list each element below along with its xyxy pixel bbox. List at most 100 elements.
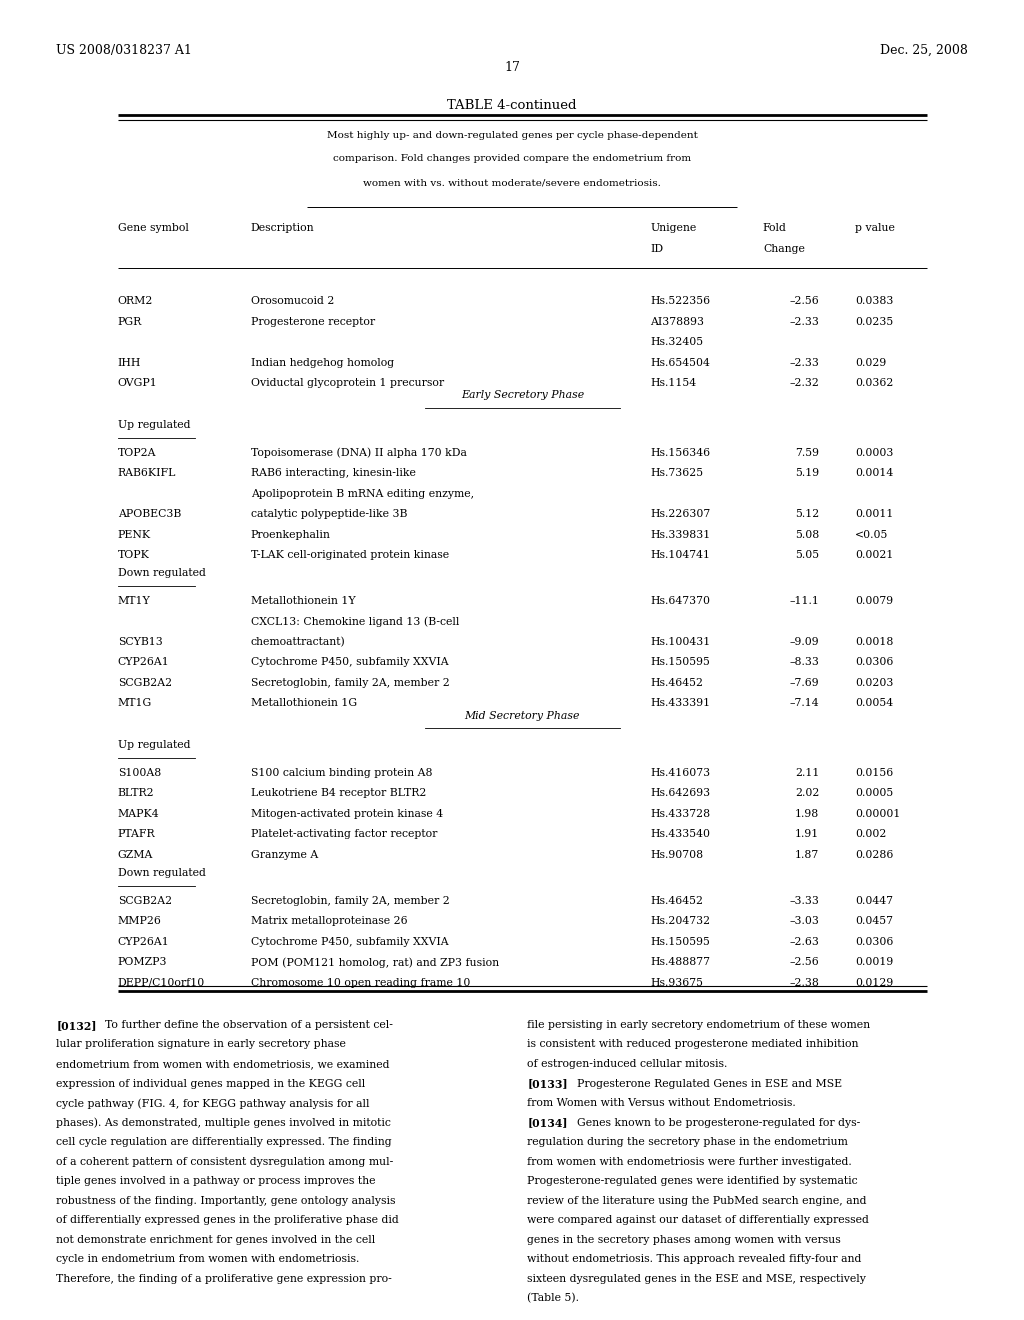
Text: Hs.150595: Hs.150595 (650, 657, 710, 668)
Text: BLTR2: BLTR2 (118, 788, 155, 799)
Text: –2.56: –2.56 (790, 297, 819, 306)
Text: Progesterone-regulated genes were identified by systematic: Progesterone-regulated genes were identi… (527, 1176, 858, 1187)
Text: SCGB2A2: SCGB2A2 (118, 896, 172, 906)
Text: Unigene: Unigene (650, 223, 696, 234)
Text: Leukotriene B4 receptor BLTR2: Leukotriene B4 receptor BLTR2 (251, 788, 426, 799)
Text: T-LAK cell-originated protein kinase: T-LAK cell-originated protein kinase (251, 550, 449, 560)
Text: 0.0014: 0.0014 (855, 469, 893, 478)
Text: TABLE 4-continued: TABLE 4-continued (447, 99, 577, 112)
Text: Hs.46452: Hs.46452 (650, 678, 703, 688)
Text: Hs.46452: Hs.46452 (650, 896, 703, 906)
Text: –2.32: –2.32 (790, 378, 819, 388)
Text: Hs.654504: Hs.654504 (650, 358, 710, 368)
Text: 0.0286: 0.0286 (855, 850, 893, 859)
Text: 0.0457: 0.0457 (855, 916, 893, 927)
Text: regulation during the secretory phase in the endometrium: regulation during the secretory phase in… (527, 1137, 848, 1147)
Text: –2.56: –2.56 (790, 957, 819, 968)
Text: 1.91: 1.91 (795, 829, 819, 840)
Text: Secretoglobin, family 2A, member 2: Secretoglobin, family 2A, member 2 (251, 896, 450, 906)
Text: –2.33: –2.33 (790, 317, 819, 327)
Text: Hs.156346: Hs.156346 (650, 447, 711, 458)
Text: 5.05: 5.05 (795, 550, 819, 560)
Text: PTAFR: PTAFR (118, 829, 156, 840)
Text: CXCL13: Chemokine ligand 13 (B-cell: CXCL13: Chemokine ligand 13 (B-cell (251, 616, 459, 627)
Text: SCYB13: SCYB13 (118, 638, 163, 647)
Text: PGR: PGR (118, 317, 142, 327)
Text: Cytochrome P450, subfamily XXVIA: Cytochrome P450, subfamily XXVIA (251, 657, 449, 668)
Text: 0.0079: 0.0079 (855, 597, 893, 606)
Text: robustness of the finding. Importantly, gene ontology analysis: robustness of the finding. Importantly, … (56, 1196, 396, 1205)
Text: Proenkephalin: Proenkephalin (251, 529, 331, 540)
Text: 0.0383: 0.0383 (855, 297, 893, 306)
Text: 2.11: 2.11 (795, 768, 819, 777)
Text: Hs.90708: Hs.90708 (650, 850, 703, 859)
Text: of a coherent pattern of consistent dysregulation among mul-: of a coherent pattern of consistent dysr… (56, 1156, 393, 1167)
Text: 0.0003: 0.0003 (855, 447, 893, 458)
Text: Hs.647370: Hs.647370 (650, 597, 711, 606)
Text: Dec. 25, 2008: Dec. 25, 2008 (880, 44, 968, 57)
Text: Down regulated: Down regulated (118, 569, 206, 578)
Text: Hs.339831: Hs.339831 (650, 529, 711, 540)
Text: Granzyme A: Granzyme A (251, 850, 318, 859)
Text: not demonstrate enrichment for genes involved in the cell: not demonstrate enrichment for genes inv… (56, 1234, 376, 1245)
Text: 0.0362: 0.0362 (855, 378, 893, 388)
Text: women with vs. without moderate/severe endometriosis.: women with vs. without moderate/severe e… (364, 178, 660, 187)
Text: 0.0018: 0.0018 (855, 638, 893, 647)
Text: 0.0021: 0.0021 (855, 550, 893, 560)
Text: cell cycle regulation are differentially expressed. The finding: cell cycle regulation are differentially… (56, 1137, 392, 1147)
Text: Hs.522356: Hs.522356 (650, 297, 711, 306)
Text: –7.14: –7.14 (790, 698, 819, 709)
Text: S100A8: S100A8 (118, 768, 161, 777)
Text: 0.0306: 0.0306 (855, 937, 893, 946)
Text: MT1Y: MT1Y (118, 597, 151, 606)
Text: Hs.204732: Hs.204732 (650, 916, 711, 927)
Text: DEPP/C10orf10: DEPP/C10orf10 (118, 978, 205, 987)
Text: –3.33: –3.33 (790, 896, 819, 906)
Text: 5.12: 5.12 (795, 510, 819, 519)
Text: genes in the secretory phases among women with versus: genes in the secretory phases among wome… (527, 1234, 841, 1245)
Text: sixteen dysregulated genes in the ESE and MSE, respectively: sixteen dysregulated genes in the ESE an… (527, 1274, 866, 1284)
Text: endometrium from women with endometriosis, we examined: endometrium from women with endometriosi… (56, 1059, 390, 1069)
Text: 0.0011: 0.0011 (855, 510, 893, 519)
Text: of estrogen-induced cellular mitosis.: of estrogen-induced cellular mitosis. (527, 1059, 728, 1069)
Text: p value: p value (855, 223, 895, 234)
Text: CYP26A1: CYP26A1 (118, 657, 170, 668)
Text: tiple genes involved in a pathway or process improves the: tiple genes involved in a pathway or pro… (56, 1176, 376, 1187)
Text: (Table 5).: (Table 5). (527, 1294, 580, 1304)
Text: –9.09: –9.09 (790, 638, 819, 647)
Text: review of the literature using the PubMed search engine, and: review of the literature using the PubMe… (527, 1196, 867, 1205)
Text: 1.98: 1.98 (795, 809, 819, 818)
Text: 1.87: 1.87 (795, 850, 819, 859)
Text: Progesterone Regulated Genes in ESE and MSE: Progesterone Regulated Genes in ESE and … (577, 1078, 842, 1089)
Text: Up regulated: Up regulated (118, 741, 190, 750)
Text: file persisting in early secretory endometrium of these women: file persisting in early secretory endom… (527, 1020, 870, 1030)
Text: Hs.416073: Hs.416073 (650, 768, 711, 777)
Text: expression of individual genes mapped in the KEGG cell: expression of individual genes mapped in… (56, 1078, 366, 1089)
Text: MMP26: MMP26 (118, 916, 162, 927)
Text: Hs.488877: Hs.488877 (650, 957, 711, 968)
Text: AI378893: AI378893 (650, 317, 705, 327)
Text: 2.02: 2.02 (795, 788, 819, 799)
Text: –2.33: –2.33 (790, 358, 819, 368)
Text: phases). As demonstrated, multiple genes involved in mitotic: phases). As demonstrated, multiple genes… (56, 1118, 391, 1129)
Text: 17: 17 (504, 61, 520, 74)
Text: Fold: Fold (763, 223, 786, 234)
Text: –2.63: –2.63 (790, 937, 819, 946)
Text: 0.0005: 0.0005 (855, 788, 893, 799)
Text: cycle in endometrium from women with endometriosis.: cycle in endometrium from women with end… (56, 1254, 359, 1265)
Text: Orosomucoid 2: Orosomucoid 2 (251, 297, 334, 306)
Text: Hs.226307: Hs.226307 (650, 510, 711, 519)
Text: Mitogen-activated protein kinase 4: Mitogen-activated protein kinase 4 (251, 809, 443, 818)
Text: S100 calcium binding protein A8: S100 calcium binding protein A8 (251, 768, 432, 777)
Text: were compared against our dataset of differentially expressed: were compared against our dataset of dif… (527, 1216, 869, 1225)
Text: Hs.433391: Hs.433391 (650, 698, 711, 709)
Text: Hs.93675: Hs.93675 (650, 978, 703, 987)
Text: PENK: PENK (118, 529, 151, 540)
Text: Gene symbol: Gene symbol (118, 223, 188, 234)
Text: POM (POM121 homolog, rat) and ZP3 fusion: POM (POM121 homolog, rat) and ZP3 fusion (251, 957, 499, 968)
Text: Therefore, the finding of a proliferative gene expression pro-: Therefore, the finding of a proliferativ… (56, 1274, 392, 1284)
Text: IHH: IHH (118, 358, 141, 368)
Text: 0.0156: 0.0156 (855, 768, 893, 777)
Text: 5.08: 5.08 (795, 529, 819, 540)
Text: –11.1: –11.1 (790, 597, 819, 606)
